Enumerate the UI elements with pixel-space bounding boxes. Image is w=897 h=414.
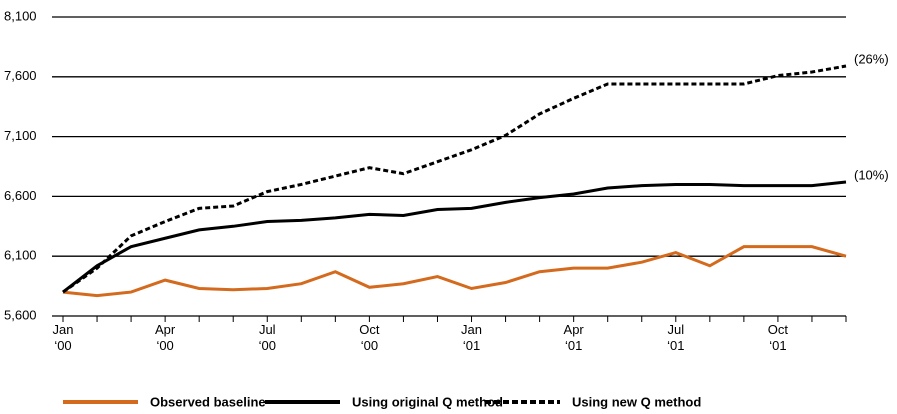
y-tick-label: 7,100 <box>4 128 37 143</box>
series-annotation: (10%) <box>854 167 889 182</box>
x-tick-label: Oct ‘00 <box>359 322 380 353</box>
series-line <box>62 64 847 294</box>
y-tick-label: 5,600 <box>4 307 37 322</box>
y-tick-label: 6,100 <box>4 248 37 263</box>
series-annotation: (26%) <box>854 51 889 66</box>
x-tick-label: Oct ‘01 <box>768 322 789 353</box>
legend-text: Observed baseline <box>150 394 266 409</box>
legend-text: Using new Q method <box>572 394 701 409</box>
y-tick-label: 6,600 <box>4 188 37 203</box>
x-tick-label: Apr ‘00 <box>155 322 176 353</box>
x-tick-label: Jan ‘00 <box>53 322 74 353</box>
y-tick-label: 8,100 <box>4 8 37 23</box>
series-line <box>62 245 847 298</box>
x-tick-label: Jul ‘01 <box>667 322 684 353</box>
y-tick-label: 7,600 <box>4 68 37 83</box>
series-line <box>62 180 847 294</box>
x-tick-label: Apr ‘01 <box>564 322 585 353</box>
x-tick-label: Jul ‘00 <box>259 322 276 353</box>
x-tick-label: Jan ‘01 <box>461 322 482 353</box>
legend-text: Using original Q method <box>352 394 503 409</box>
